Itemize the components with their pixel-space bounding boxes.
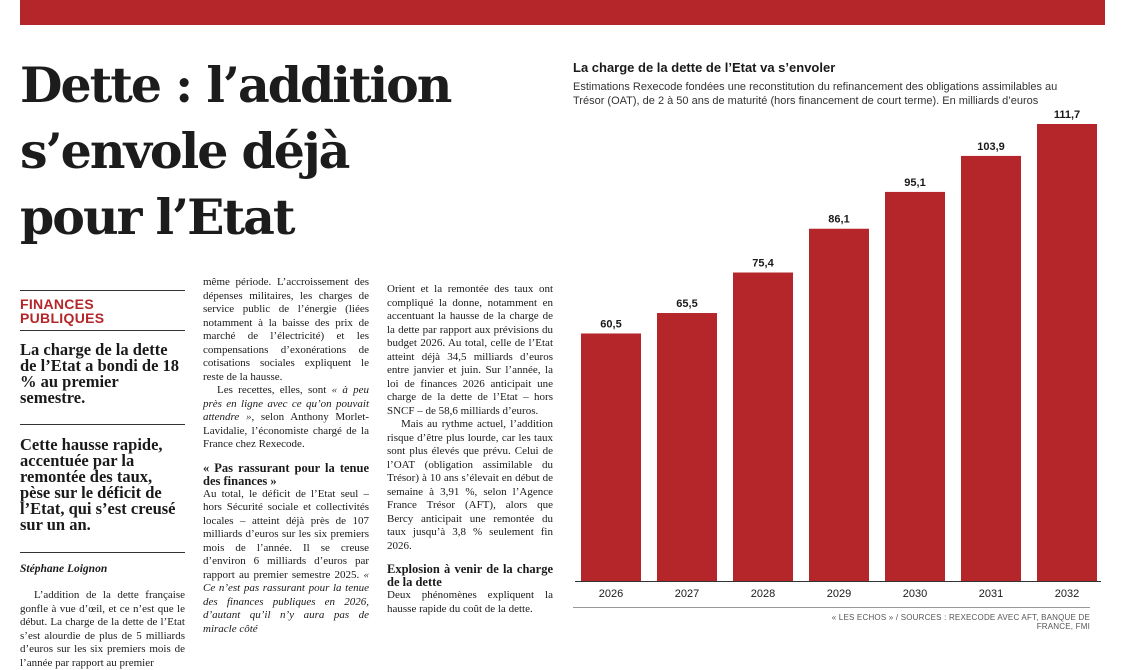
bar-2032 (1037, 124, 1097, 581)
lead-paragraph-2: Cette hausse rapide, accentuée par la re… (20, 424, 185, 533)
bar-chart: 60,5 2026 65,5 2027 75,4 2028 86,1 2029 95,1 2030… (575, 109, 1101, 600)
text-run: Au total, le déficit de l’Etat seul – ho… (203, 487, 369, 581)
data-label-2030: 95,1 (904, 177, 925, 189)
divider (573, 607, 1090, 608)
paragraph: Au total, le déficit de l’Etat seul – ho… (203, 488, 369, 637)
column-2: même période. L’accroissement des dépens… (203, 276, 369, 636)
text-run: , selon Anthony Morlet-Lavidalie, l’écon… (203, 411, 370, 450)
paragraph: Les recettes, elles, sont « à peu près e… (203, 384, 369, 452)
quote: « Ce n’est pas rassurant pour la tenue d… (203, 568, 369, 635)
data-label-2027: 65,5 (676, 298, 697, 310)
headline-line: Dette : l’addition (20, 56, 452, 114)
paragraph: Deux phénomènes expliquent la hausse rap… (387, 589, 553, 615)
lead-paragraph: La charge de la dette de l’Etat a bondi … (20, 340, 180, 407)
paragraph: même période. L’accroissement des dépens… (203, 276, 369, 383)
paragraph: Mais au rythme actuel, l’addition risque… (387, 418, 553, 552)
x-tick-label-2027: 2027 (675, 588, 699, 600)
bar-2030 (885, 191, 945, 582)
headline-line: s’envole déjà (20, 122, 350, 180)
bar-2028 (733, 272, 793, 581)
quote: « à peu près en ligne avec ce qu’on pouv… (203, 384, 369, 423)
bar-2026 (581, 333, 641, 581)
x-tick-label-2029: 2029 (827, 588, 851, 600)
data-label-2028: 75,4 (752, 258, 774, 270)
bar-2029 (809, 228, 869, 582)
bar-2031 (961, 155, 1021, 581)
headline: Dette : l’addition s’envole déjà pour l’… (20, 52, 540, 250)
top-color-bar (20, 0, 1105, 25)
text-run: Les recettes, elles, sont (217, 384, 332, 396)
x-tick-label-2032: 2032 (1055, 588, 1079, 600)
data-label-2029: 86,1 (828, 214, 849, 226)
chart-title: La charge de la dette de l’Etat va s’env… (573, 60, 836, 75)
headline-line: pour l’Etat (20, 188, 295, 246)
section-label-line: FINANCES (20, 296, 94, 312)
section-label-line: PUBLIQUES (20, 310, 105, 326)
x-tick-label-2028: 2028 (751, 588, 775, 600)
subhead: « Pas rassurant pour la tenue des financ… (203, 460, 369, 488)
x-tick-label-2030: 2030 (903, 588, 927, 600)
body-text: L’addition de la dette française gonfle … (20, 589, 185, 670)
column-1: FINANCES PUBLIQUES La charge de la dette… (20, 290, 185, 670)
chart-source: « LES ECHOS » / SOURCES : REXECODE AVEC … (831, 613, 1090, 631)
data-label-2032: 111,7 (1054, 109, 1080, 121)
byline: Stéphane Loignon (20, 552, 185, 576)
bar-2027 (657, 313, 717, 581)
chart-subtitle: Estimations Rexecode fondées une reconst… (573, 81, 1058, 107)
subhead: Explosion à venir de la charge de la det… (387, 562, 553, 589)
column-3: Orient et la remontée des taux ont compl… (387, 283, 553, 616)
x-tick-label-2026: 2026 (599, 588, 623, 600)
section-label: FINANCES PUBLIQUES (20, 297, 185, 331)
paragraph: L’addition de la dette française gonfle … (20, 589, 185, 669)
data-label-2026: 60,5 (600, 318, 621, 330)
divider (20, 290, 185, 291)
x-tick-label-2031: 2031 (979, 588, 1003, 600)
paragraph: Orient et la remontée des taux ont compl… (387, 283, 553, 417)
data-label-2031: 103,9 (977, 141, 1005, 153)
